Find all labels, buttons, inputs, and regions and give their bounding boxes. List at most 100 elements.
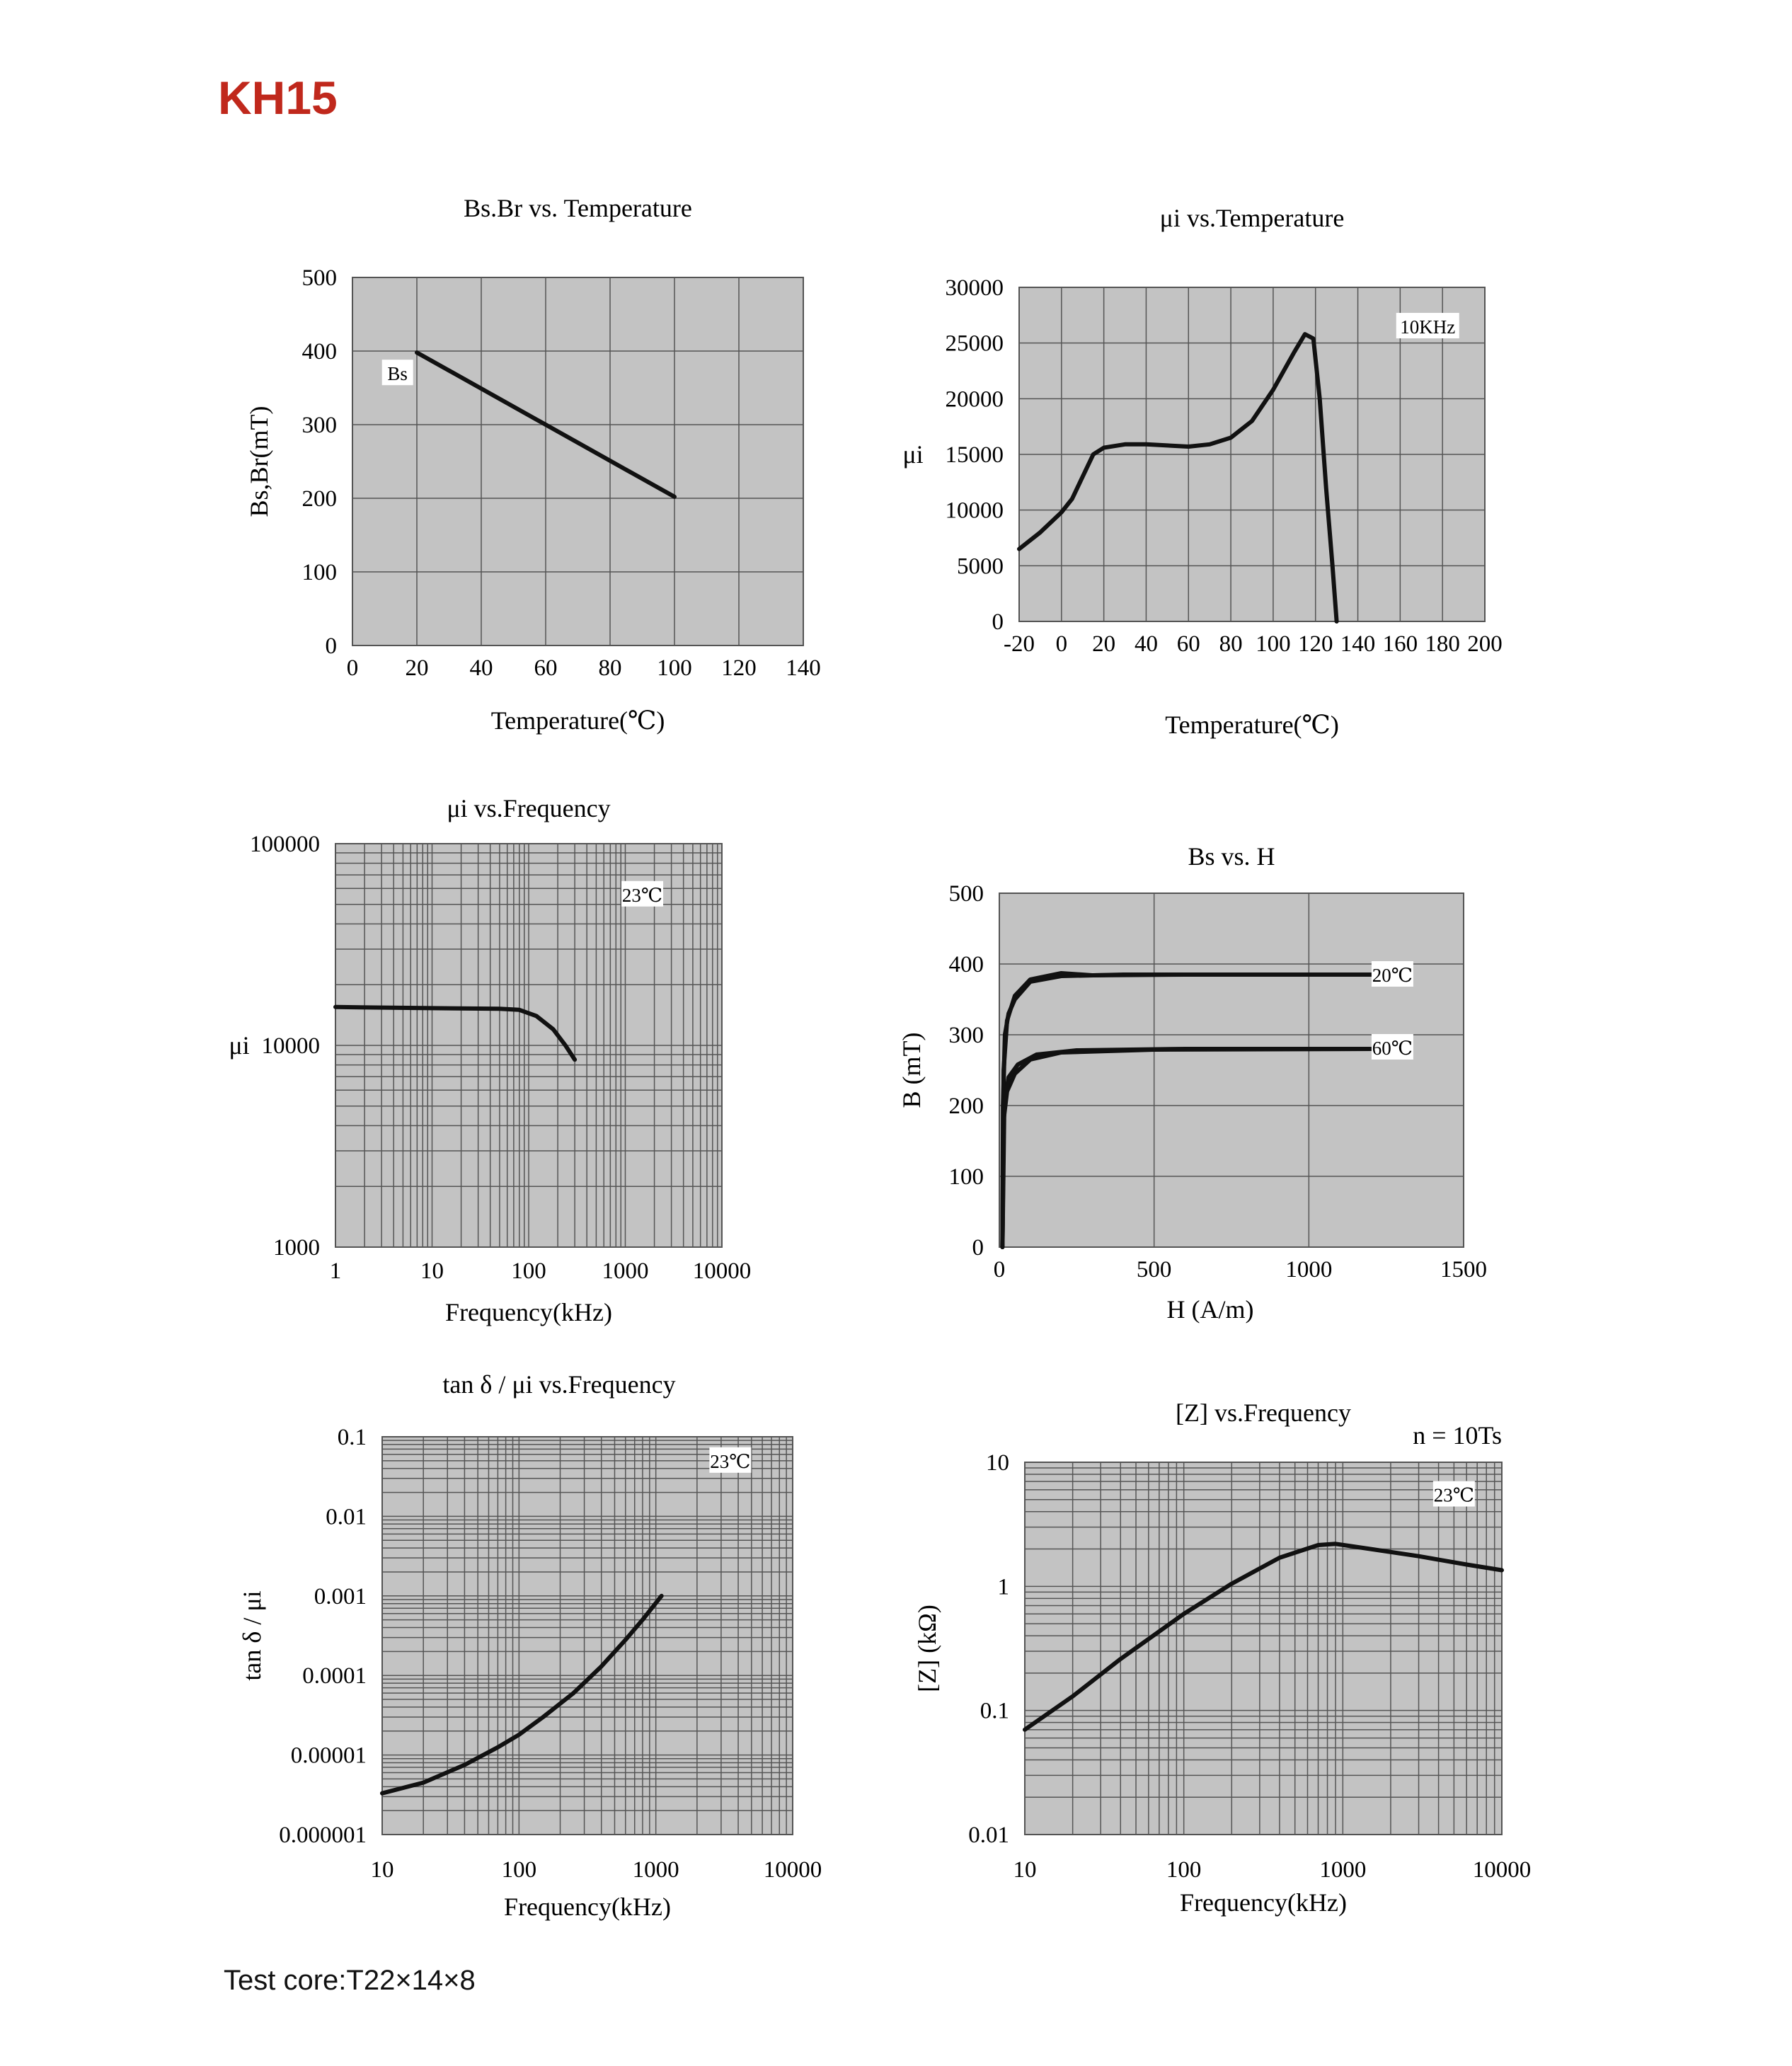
- y-tick-label: 1: [998, 1574, 1010, 1600]
- curve-tag: 60℃: [1371, 1034, 1413, 1060]
- x-tick-label: 0: [1056, 631, 1068, 657]
- series-line: [1000, 971, 1373, 1249]
- x-tick-label: 40: [1135, 631, 1158, 657]
- x-tick-label: 1: [330, 1258, 342, 1284]
- chart-title: tan δ / μi vs.Frequency: [442, 1370, 675, 1399]
- y-tick-label: 0: [326, 633, 338, 659]
- x-tick-label: 10000: [764, 1857, 822, 1883]
- y-tick-label: 25000: [946, 331, 1004, 357]
- y-axis-label: μi: [229, 1031, 249, 1060]
- x-tick-label: 120: [721, 655, 757, 681]
- y-axis-label: tan δ / μi: [238, 1590, 266, 1680]
- curve-tag: 23℃: [709, 1447, 752, 1473]
- x-axis-label: H (A/m): [1167, 1295, 1254, 1324]
- y-axis-label: μi: [902, 440, 923, 469]
- y-tick-label: 0.0001: [302, 1663, 367, 1689]
- y-tick-label: 5000: [957, 553, 1004, 579]
- x-tick-label: 60: [534, 655, 558, 681]
- curve-tag: 23℃: [1432, 1481, 1475, 1507]
- y-tick-label: 200: [302, 486, 338, 512]
- y-tick-label: 0.01: [326, 1504, 367, 1530]
- grid: [352, 277, 804, 646]
- x-axis-label: Temperature(℃): [491, 706, 665, 735]
- y-tick-label: 200: [949, 1094, 984, 1119]
- y-tick-label: 400: [302, 339, 338, 365]
- x-tick-label: 100: [657, 655, 692, 681]
- curve-tag: Bs: [381, 360, 413, 386]
- curve-tag: 23℃: [621, 880, 664, 907]
- x-tick-label: 100: [511, 1258, 546, 1284]
- x-tick-label: 200: [1467, 631, 1503, 657]
- x-tick-label: 10: [420, 1258, 444, 1284]
- grid: [381, 1436, 793, 1835]
- y-tick-label: 0.1: [980, 1699, 1009, 1724]
- chart-title: Bs vs. H: [1188, 842, 1275, 871]
- y-tick-label: 10: [986, 1450, 1009, 1476]
- y-tick-label: 0.001: [314, 1584, 367, 1609]
- chart-title: Bs.Br vs. Temperature: [464, 194, 692, 222]
- x-tick-label: 10: [1013, 1857, 1037, 1883]
- x-tick-label: 1000: [602, 1258, 649, 1284]
- y-tick-label: 0.01: [968, 1823, 1009, 1848]
- x-axis-label: Temperature(℃): [1165, 711, 1339, 739]
- y-tick-label: 100: [949, 1164, 984, 1190]
- curve-tag-box: [709, 1447, 752, 1473]
- x-tick-label: 100: [1256, 631, 1291, 657]
- x-tick-label: 80: [1219, 631, 1243, 657]
- page-title: KH15: [218, 71, 338, 124]
- x-tick-label: 140: [1340, 631, 1376, 657]
- curve-tag-text: Bs: [387, 363, 408, 384]
- x-axis-label: Frequency(kHz): [504, 1893, 671, 1921]
- footer-note: Test core:T22×14×8: [224, 1965, 476, 1996]
- x-tick-label: 1000: [1285, 1257, 1332, 1282]
- x-tick-label: 60: [1177, 631, 1200, 657]
- y-tick-label: 0.1: [338, 1425, 367, 1450]
- x-axis-label: Frequency(kHz): [445, 1298, 612, 1326]
- x-tick-label: 100: [502, 1857, 537, 1883]
- series-line: [1017, 332, 1339, 624]
- y-axis-label: B (mT): [897, 1033, 926, 1108]
- y-tick-label: 100000: [250, 832, 320, 857]
- plot-area: [381, 1436, 793, 1835]
- y-tick-label: 20000: [946, 386, 1004, 412]
- x-tick-label: -20: [1004, 631, 1035, 657]
- series-line: [333, 1004, 578, 1062]
- x-tick-label: 180: [1425, 631, 1460, 657]
- x-tick-label: 1500: [1440, 1257, 1487, 1282]
- y-tick-label: 1000: [273, 1235, 320, 1261]
- grid: [1024, 1462, 1503, 1835]
- y-axis-label: Bs,Br(mT): [245, 406, 273, 517]
- x-tick-label: 20: [406, 655, 429, 681]
- plot-area: [1024, 1462, 1503, 1835]
- curve-tag-box: [621, 880, 664, 907]
- y-tick-label: 10000: [946, 498, 1004, 524]
- x-tick-label: 1000: [633, 1857, 679, 1883]
- chart-title: μi vs.Temperature: [1160, 204, 1345, 232]
- x-tick-label: 500: [1137, 1257, 1172, 1282]
- chart-title: μi vs.Frequency: [447, 794, 610, 822]
- plot-area: [352, 277, 804, 646]
- x-tick-label: 10: [371, 1857, 394, 1883]
- x-tick-label: 0: [347, 655, 359, 681]
- curve-tag-text: 23℃: [622, 885, 662, 906]
- series-line: [1023, 1542, 1504, 1732]
- chart-title: [Z] vs.Frequency: [1176, 1399, 1351, 1427]
- x-tick-label: 10000: [693, 1258, 752, 1284]
- curve-tag-text: 23℃: [710, 1451, 750, 1472]
- y-tick-label: 0.00001: [291, 1743, 367, 1769]
- x-tick-label: 100: [1166, 1857, 1202, 1883]
- x-tick-label: 140: [786, 655, 821, 681]
- y-tick-label: 400: [949, 952, 984, 977]
- x-tick-label: 0: [994, 1257, 1006, 1282]
- series-line: [1000, 1047, 1373, 1249]
- x-tick-label: 10000: [1473, 1857, 1532, 1883]
- x-tick-label: 120: [1298, 631, 1333, 657]
- y-axis-label: [Z] (kΩ): [913, 1605, 941, 1692]
- x-tick-label: 40: [470, 655, 493, 681]
- x-tick-label: 80: [599, 655, 622, 681]
- y-tick-label: 30000: [946, 275, 1004, 301]
